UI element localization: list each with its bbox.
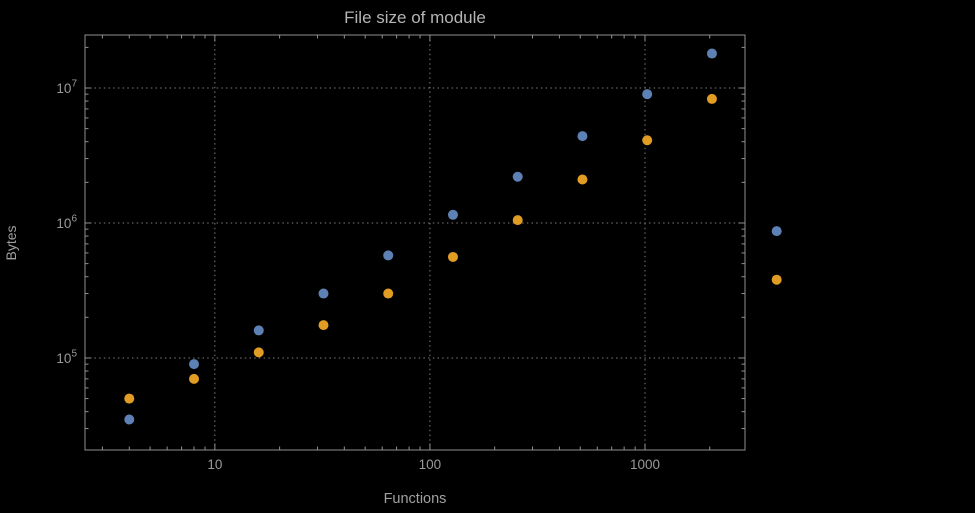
data-point-orange-series <box>642 135 653 146</box>
data-point-orange-series <box>512 215 523 226</box>
y-tick-label: 107 <box>56 79 77 97</box>
axis-ticks <box>85 35 745 450</box>
data-point-blue-series <box>642 89 653 100</box>
data-point-blue-series <box>706 48 717 59</box>
data-points <box>124 48 782 425</box>
y-axis-label: Bytes <box>3 225 19 260</box>
x-tick-label: 1000 <box>630 457 660 472</box>
axis-tick-labels: 10 100 1000 105 106 107 <box>56 79 660 472</box>
data-point-blue-series <box>318 288 329 299</box>
data-point-blue-series <box>771 226 782 237</box>
data-point-blue-series <box>383 250 394 261</box>
data-point-orange-series <box>189 373 200 384</box>
y-tick-label: 106 <box>56 213 77 231</box>
plot-frame <box>84 34 746 451</box>
chart-title: File size of module <box>344 8 486 27</box>
data-point-blue-series <box>124 414 135 425</box>
data-point-orange-series <box>771 274 782 285</box>
y-tick-label: 105 <box>56 348 77 366</box>
data-point-orange-series <box>706 93 717 104</box>
data-point-blue-series <box>189 359 200 370</box>
data-point-orange-series <box>318 320 329 331</box>
data-point-orange-series <box>447 251 458 262</box>
x-tick-label: 10 <box>207 457 222 472</box>
x-axis-label: Functions <box>384 491 447 507</box>
gridlines <box>85 35 745 450</box>
data-point-orange-series <box>124 393 135 404</box>
data-point-orange-series <box>577 174 588 185</box>
data-point-blue-series <box>577 131 588 142</box>
data-point-orange-series <box>383 288 394 299</box>
x-tick-label: 100 <box>419 457 442 472</box>
data-point-blue-series <box>512 171 523 182</box>
data-point-blue-series <box>447 209 458 220</box>
data-point-blue-series <box>253 325 264 336</box>
data-point-orange-series <box>253 347 264 358</box>
